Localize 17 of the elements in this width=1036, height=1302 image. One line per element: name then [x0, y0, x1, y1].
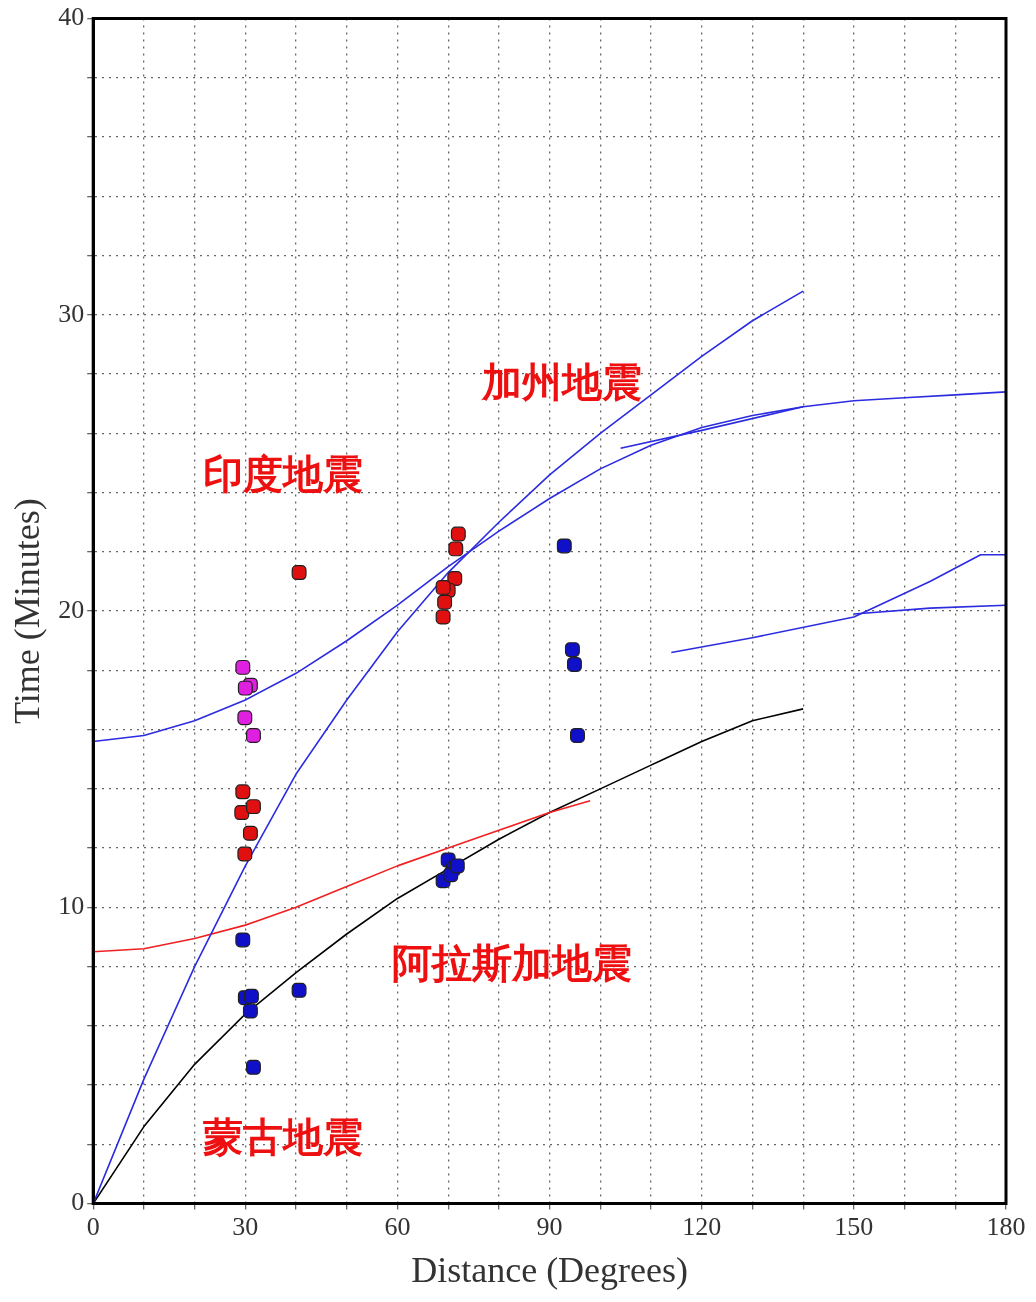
- x-tick-label: 180: [986, 1212, 1026, 1242]
- x-tick-label: 150: [834, 1212, 874, 1242]
- annotation: 印度地震: [203, 451, 364, 497]
- y-tick-label: 0: [71, 1187, 85, 1217]
- y-axis-title: Time (Minutes): [7, 498, 48, 724]
- x-tick-label: 30: [232, 1212, 259, 1242]
- x-tick-label: 60: [384, 1212, 411, 1242]
- y-tick-label: 20: [58, 594, 85, 624]
- y-tick-label: 30: [58, 298, 85, 328]
- x-tick-label: 90: [536, 1212, 563, 1242]
- x-axis-title: Distance (Degrees): [411, 1249, 689, 1290]
- annotation: 蒙古地震: [203, 1115, 364, 1161]
- y-tick-label: 10: [58, 891, 85, 921]
- y-tick-label: 40: [58, 2, 85, 32]
- annotation: 加州地震: [481, 360, 643, 406]
- annotation: 阿拉斯加地震: [392, 940, 633, 986]
- x-tick-label: 120: [682, 1212, 722, 1242]
